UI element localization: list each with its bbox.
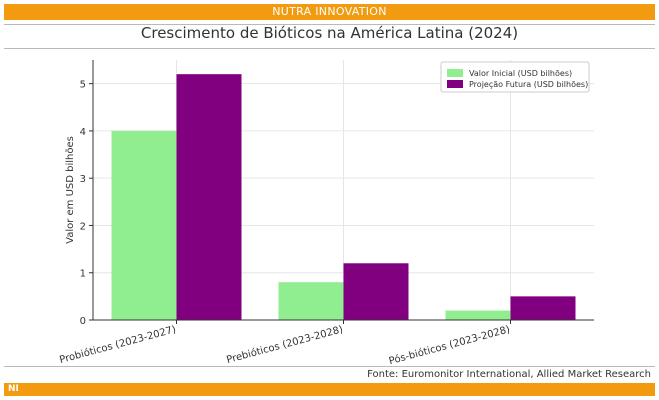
y-tick-label: 5 — [80, 80, 86, 91]
y-axis-label: Valor em USD bilhões — [65, 136, 76, 244]
y-tick-label: 4 — [80, 127, 86, 138]
bar-future — [510, 296, 576, 320]
header-divider-top — [4, 24, 655, 25]
brand-logo: NI — [8, 384, 19, 394]
brand-footer-bar: NI — [4, 383, 655, 396]
y-tick-label: 2 — [80, 221, 86, 232]
legend-label: Projeção Futura (USD bilhões) — [469, 80, 588, 89]
bar-chart: 0 1 2 3 4 5 Probióticos (2023-2027) Prebióticos… — [58, 60, 594, 367]
bar-future — [176, 74, 242, 320]
source-note: Fonte: Euromonitor International, Allied… — [367, 369, 651, 380]
legend-label: Valor Inicial (USD bilhões) — [469, 69, 572, 78]
x-tick-label: Probióticos (2023-2027) — [58, 323, 177, 366]
bar-initial — [111, 130, 177, 320]
y-tick-label: 3 — [80, 174, 86, 185]
legend-swatch — [447, 80, 463, 88]
legend-swatch — [447, 69, 463, 77]
x-tick-label: Prebióticos (2023-2028) — [225, 323, 344, 366]
x-tick-label: Pós-bióticos (2023-2028) — [388, 323, 512, 367]
y-tick-label: 0 — [80, 316, 86, 327]
chart-title: Crescimento de Bióticos na América Latin… — [140, 24, 519, 42]
bar-initial — [278, 282, 344, 320]
bar-initial — [445, 310, 511, 320]
legend-box — [440, 61, 590, 93]
brand-header-bar: NUTRA INNOVATION — [4, 4, 655, 20]
y-tick-label: 1 — [80, 269, 86, 280]
brand-name: NUTRA INNOVATION — [272, 5, 387, 18]
footer-divider — [4, 366, 655, 367]
header-divider-bottom — [4, 48, 655, 49]
bar-future — [343, 263, 409, 320]
